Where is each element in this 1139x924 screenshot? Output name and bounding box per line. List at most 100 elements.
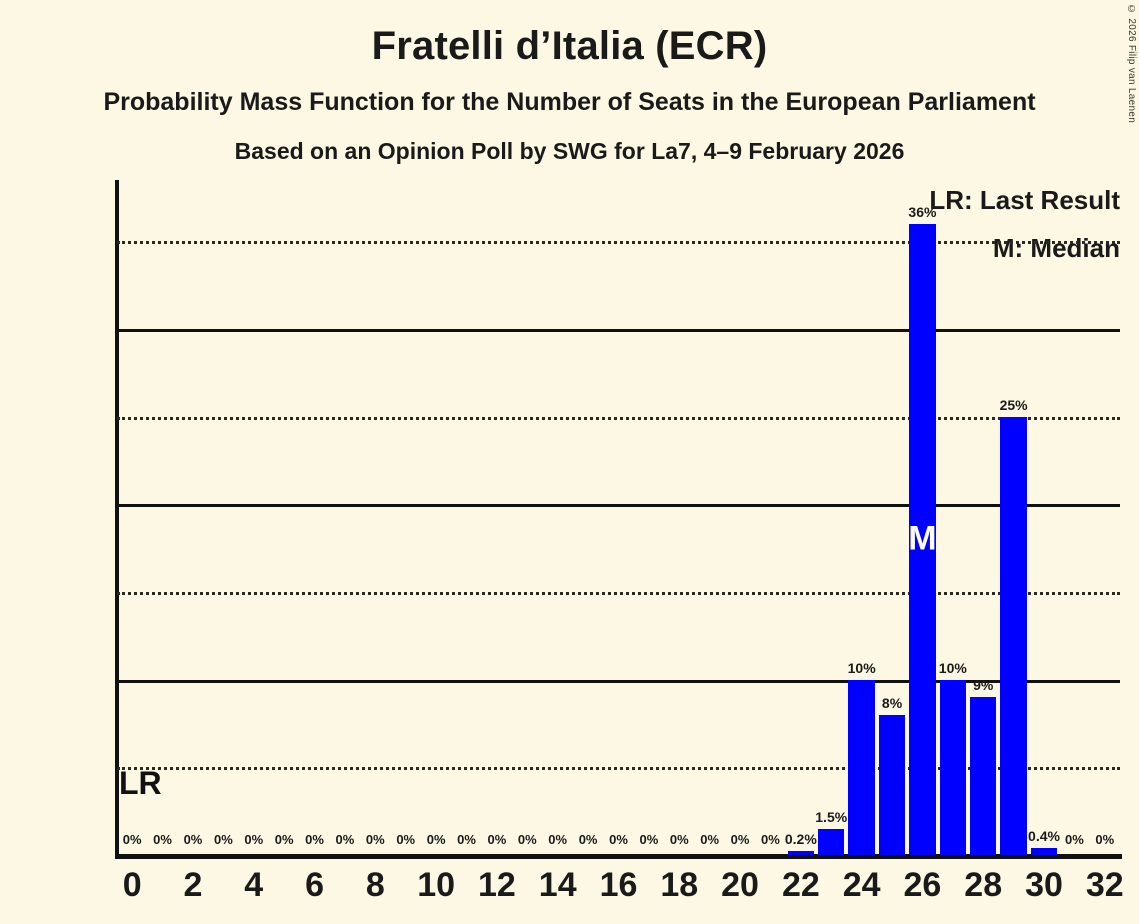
x-axis-tick-label: 28 [964,866,1003,904]
bar-value-label: 9% [973,677,994,694]
bar-series: 0% 0% 0% 0% 0% 0% 0% 0% 0% 0% 0% 0% 0% 0% 0% 0% 0% 0% 0% 0%… [117,180,1120,855]
bar-slot[interactable]: 0% [178,180,208,855]
x-axis-tick-label: 2 [183,866,203,904]
bar[interactable] [1000,416,1027,855]
bar-value-label: 1.5% [815,808,848,825]
bar-slot[interactable]: 0% [603,180,633,855]
bar-value-label: 0% [730,832,750,847]
bar-value-label: 0% [153,832,172,847]
x-axis-tick-label: 16 [599,866,638,904]
x-axis-tick-label: 20 [721,866,759,904]
bar-slot[interactable]: 0% [694,180,724,855]
bar-slot[interactable]: 0% [573,180,603,855]
bar-slot[interactable]: 0% [755,180,785,855]
bar-slot[interactable]: 10% [938,180,968,855]
bar-slot[interactable]: 0% [1059,180,1089,855]
bar-slot[interactable]: 0% [725,180,755,855]
x-axis-labels: 0 2 4 6 8 10 12 14 16 18 20 22 24 26 28 30 32 [117,866,1124,916]
bar-slot[interactable]: 25% [998,180,1028,855]
bar-slot[interactable]: 0% [269,180,299,855]
bar-slot[interactable]: 0% [391,180,421,855]
x-axis-tick-label: 26 [903,866,942,904]
x-axis-tick-label: 14 [538,866,577,904]
bar[interactable] [787,851,815,855]
copyright-notice: © 2026 Filip van Laenen [1126,4,1137,124]
x-axis-tick-label: 30 [1025,866,1063,904]
bar-slot[interactable]: 8% [877,180,907,855]
plot-area: 10%20%30% 0%0%0%0%0%0%0%0%0%0%0%0%0%0%0%… [115,180,1122,859]
bar-value-label: 25% [999,396,1028,413]
bar-value-label: 10% [847,659,876,676]
bar-slot[interactable]: 0% [239,180,269,855]
bar-slot[interactable]: 0% [117,180,147,855]
bar-value-label: 8% [881,694,903,711]
bar-value-label: 0% [517,832,537,847]
bar-slot[interactable]: 0% [421,180,451,855]
bar-slot[interactable]: 0.4% [1028,180,1060,855]
bar-slot[interactable]: 0.2% [784,180,817,855]
bar-value-label: 10% [938,659,967,676]
x-axis-tick-label: 0 [122,866,142,904]
legend-last-result: LR: Last Result [929,185,1120,215]
bar-slot[interactable]: 0% [451,180,481,855]
bar-slot[interactable]: 0% [664,180,694,855]
bar[interactable] [1030,848,1058,855]
bar-slot[interactable]: 1.5% [815,180,848,855]
x-axis-tick-label: 12 [478,866,516,904]
bar[interactable] [909,223,936,855]
x-axis-tick-label: 4 [244,866,264,904]
bar[interactable] [818,828,845,855]
bar-value-label: 0% [669,832,689,847]
bar-value-label: 0% [457,832,476,847]
x-axis-tick-label: 22 [781,866,820,904]
bar[interactable] [848,679,875,855]
bar-value-label: 0% [335,832,355,847]
chart-subtitle-source: Based on an Opinion Poll by SWG for La7,… [234,138,905,164]
x-axis-tick-label: 10 [417,866,456,904]
bar-value-label: 0% [1064,832,1084,847]
x-axis-line [115,854,1122,859]
bar-value-label: 0% [365,832,385,847]
bar-slot[interactable]: 0% [330,180,360,855]
bar-slot[interactable]: 0% [208,180,238,855]
bar-value-label: 0% [244,832,264,847]
bar-value-label: 0% [396,832,416,847]
bar-value-label: 0% [274,832,294,847]
bar[interactable] [878,714,906,855]
bar-slot[interactable]: 0% [299,180,329,855]
bar-slot[interactable]: 0% [634,180,664,855]
bar-value-label: 36% [908,203,937,220]
bar-value-label: 0% [639,832,659,847]
chart-subtitle-primary: Probability Mass Function for the Number… [103,88,1036,116]
bar[interactable] [939,679,967,855]
bar-slot[interactable]: 0% [543,180,573,855]
x-axis-tick-label: 6 [305,866,325,904]
bar-slot[interactable]: 0% [512,180,542,855]
bar-value-label: 0% [305,832,324,847]
bar-slot[interactable]: 10% [846,180,876,855]
bar-slot[interactable]: 36% [907,180,937,855]
bar-slot[interactable]: 9% [968,180,998,855]
y-axis-line [115,180,119,855]
bar-value-label: 0% [578,832,598,847]
bar-value-label: 0% [609,832,628,847]
bar-slot[interactable]: 0% [1090,180,1120,855]
bar-value-label: 0% [213,832,233,847]
bar-slot[interactable]: 0% [147,180,177,855]
bar-value-label: 0% [761,832,780,847]
bar-value-label: 0% [548,832,568,847]
bar-value-label: 0.2% [784,831,817,847]
x-axis-tick-label: 32 [1085,866,1124,904]
bar-slot[interactable]: 0% [360,180,390,855]
bar[interactable] [970,697,997,855]
x-axis-tick-label: 18 [660,866,699,904]
bar-slot[interactable]: 0% [482,180,512,855]
x-axis-tick-label: 24 [842,866,881,904]
median-marker: M [908,519,937,558]
bar-value-label: 0.4% [1028,828,1060,844]
bar-value-label: 0% [122,832,142,847]
page-title: Fratelli d’Italia (ECR) [371,24,768,68]
bar-value-label: 0% [426,832,446,847]
bar-value-label: 0% [1095,832,1115,847]
